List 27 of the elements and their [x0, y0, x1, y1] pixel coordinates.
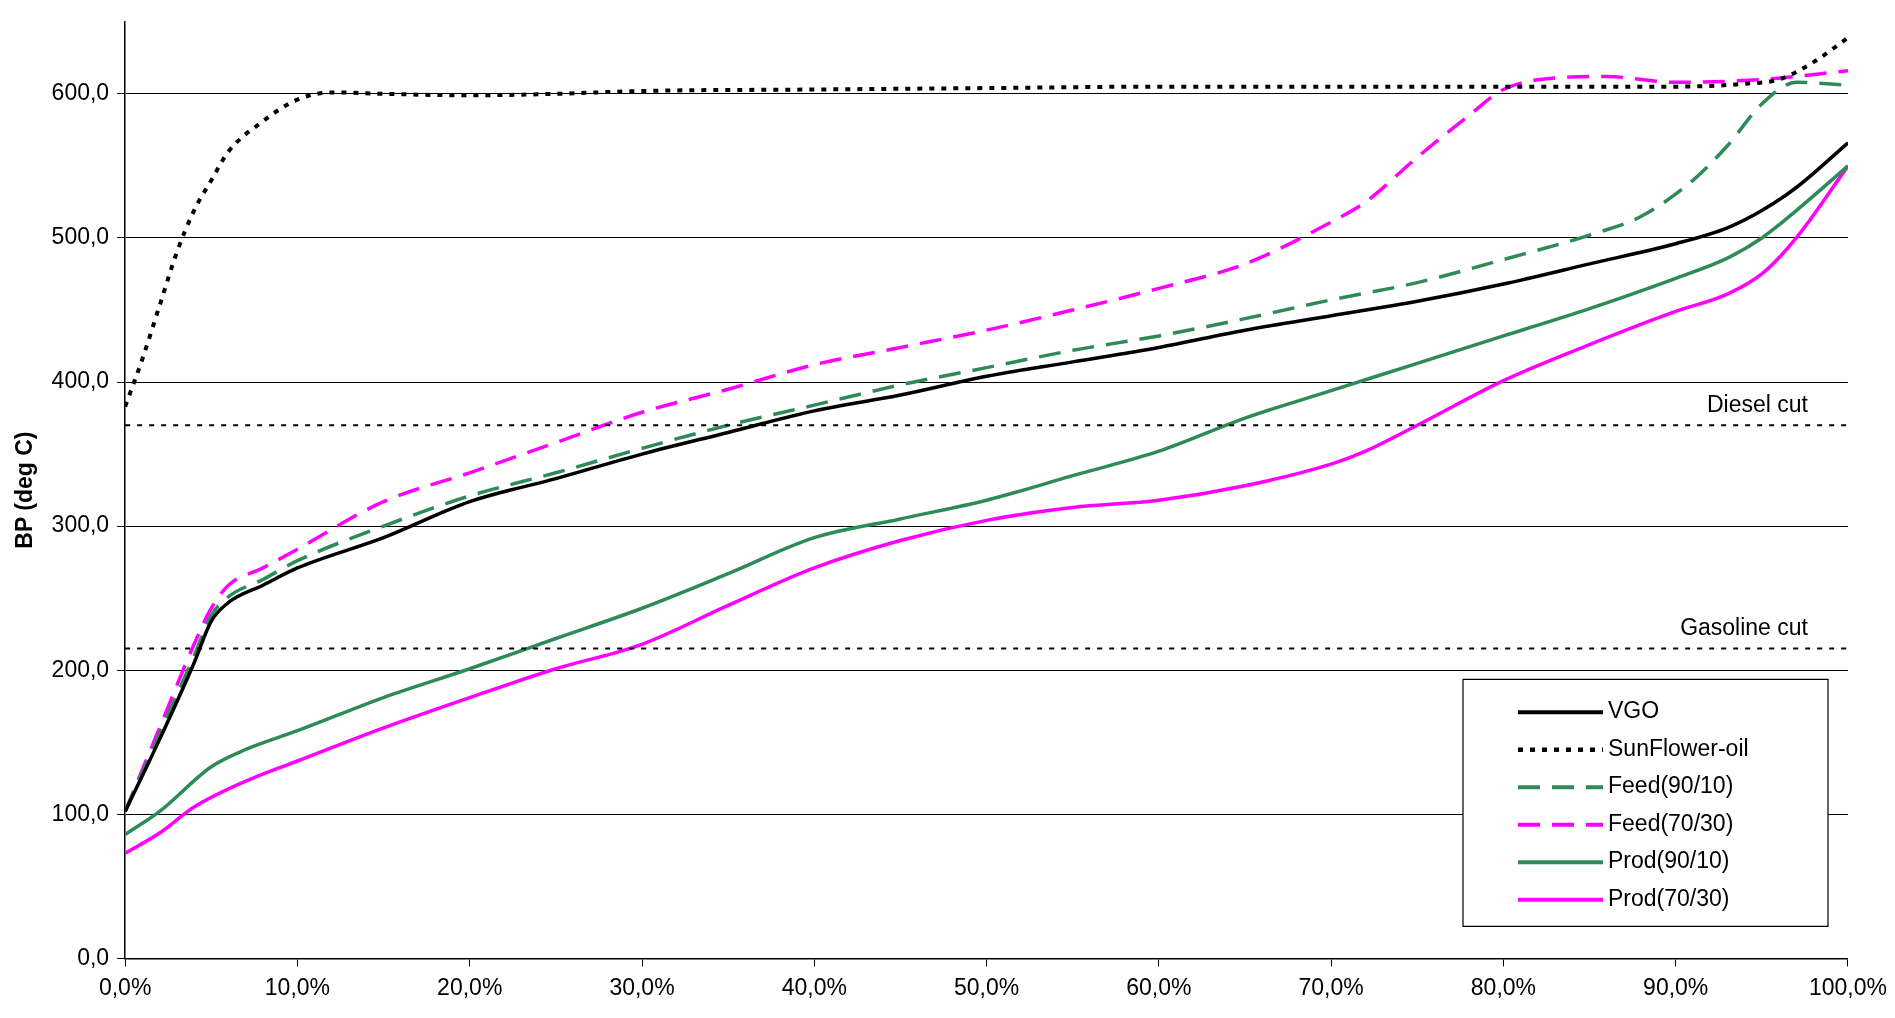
y-tick-label: 200,0 — [51, 655, 110, 682]
y-tick-label: 400,0 — [51, 367, 110, 394]
y-axis-title: BP (deg C) — [11, 431, 38, 549]
y-tick-label: 600,0 — [51, 79, 110, 106]
legend-label: Feed(70/30) — [1608, 809, 1734, 836]
x-tick-label: 30,0% — [609, 973, 675, 1000]
y-tick-label: 500,0 — [51, 223, 110, 250]
legend-label: Prod(70/30) — [1608, 884, 1730, 911]
ref-line-label: Diesel cut — [1707, 391, 1809, 418]
legend-label: Prod(90/10) — [1608, 847, 1730, 874]
ref-line-label: Gasoline cut — [1680, 614, 1809, 641]
x-tick-label: 60,0% — [1126, 973, 1192, 1000]
x-tick-label: 20,0% — [437, 973, 503, 1000]
x-tick-label: 80,0% — [1470, 973, 1537, 1000]
x-tick-label: 10,0% — [264, 973, 331, 1000]
legend-label: Feed(90/10) — [1608, 772, 1734, 799]
x-tick-label: 70,0% — [1298, 973, 1364, 1000]
legend-label: VGO — [1608, 697, 1660, 724]
x-tick-label: 50,0% — [953, 973, 1020, 1000]
y-tick-label: 300,0 — [51, 511, 110, 538]
x-tick-label: 90,0% — [1643, 973, 1709, 1000]
legend-label: SunFlower-oil — [1608, 734, 1749, 761]
y-tick-label: 0,0 — [77, 943, 110, 970]
y-tick-label: 100,0 — [51, 799, 110, 826]
x-tick-label: 0,0% — [98, 973, 152, 1000]
x-tick-label: 40,0% — [781, 973, 847, 1000]
x-tick-label: 100,0% — [1808, 973, 1887, 1000]
